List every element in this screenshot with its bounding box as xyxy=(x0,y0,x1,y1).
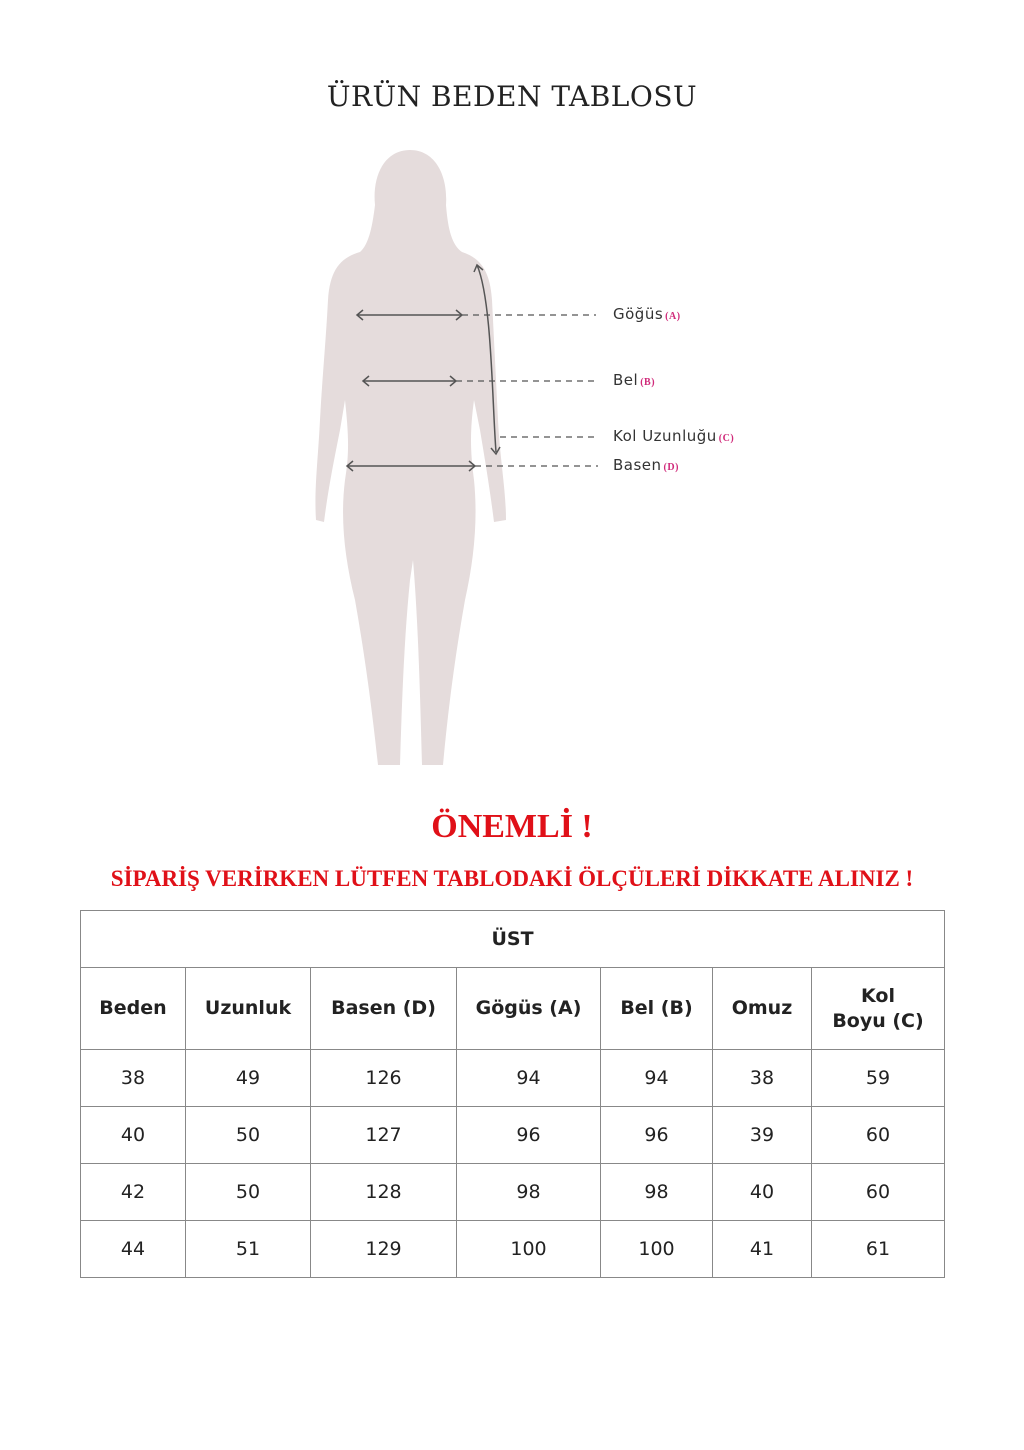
table-cell: 60 xyxy=(811,1106,945,1164)
label-basen: Basen (D) xyxy=(613,456,679,474)
table-cell: 98 xyxy=(600,1163,713,1221)
label-code: (C) xyxy=(718,433,735,444)
body-silhouette xyxy=(315,150,506,765)
table-row: 44 51 129 100 100 41 61 xyxy=(80,1220,945,1278)
header-cell: Bel (B) xyxy=(600,967,713,1050)
table-cell: 98 xyxy=(456,1163,601,1221)
table-cell: 128 xyxy=(310,1163,457,1221)
table-cell: 96 xyxy=(456,1106,601,1164)
table-cell: 40 xyxy=(712,1163,812,1221)
warning-text: SİPARİŞ VERİRKEN LÜTFEN TABLODAKİ ÖLÇÜLE… xyxy=(110,866,914,891)
size-table: ÜST Beden Uzunluk Basen (D) Gögüs (A) Be… xyxy=(80,910,945,1278)
table-cell: 50 xyxy=(185,1163,311,1221)
header-cell: Omuz xyxy=(712,967,812,1050)
table-cell: 127 xyxy=(310,1106,457,1164)
table-cell: 49 xyxy=(185,1049,311,1107)
table-cell: 60 xyxy=(811,1163,945,1221)
header-cell: Kol Boyu (C) xyxy=(811,967,945,1050)
table-cell: 94 xyxy=(456,1049,601,1107)
table-cell: 59 xyxy=(811,1049,945,1107)
label-name: Göğüs xyxy=(613,305,664,323)
page-title: ÜRÜN BEDEN TABLOSU xyxy=(326,80,698,113)
leader-lines xyxy=(456,314,598,467)
table-cell: 40 xyxy=(80,1106,186,1164)
table-cell: 42 xyxy=(80,1163,186,1221)
table-cell: 61 xyxy=(811,1220,945,1278)
table-row: 40 50 127 96 96 39 60 xyxy=(80,1106,945,1164)
table-cell: 39 xyxy=(712,1106,812,1164)
table-cell: 129 xyxy=(310,1220,457,1278)
table-cell: 51 xyxy=(185,1220,311,1278)
table-cell: 126 xyxy=(310,1049,457,1107)
label-kol-uzunlugu: Kol Uzunluğu (C) xyxy=(613,427,734,445)
table-cell: 41 xyxy=(712,1220,812,1278)
table-cell: 38 xyxy=(80,1049,186,1107)
table-row: 38 49 126 94 94 38 59 xyxy=(80,1049,945,1107)
table-header-row: Beden Uzunluk Basen (D) Gögüs (A) Bel (B… xyxy=(80,967,945,1050)
table-row: 42 50 128 98 98 40 60 xyxy=(80,1163,945,1221)
table-caption: ÜST xyxy=(80,910,945,968)
label-gogus: Göğüs (A) xyxy=(613,305,681,323)
table-cell: 94 xyxy=(600,1049,713,1107)
header-cell: Beden xyxy=(80,967,186,1050)
label-name: Bel xyxy=(613,371,639,389)
table-cell: 96 xyxy=(600,1106,713,1164)
header-cell: Uzunluk xyxy=(185,967,311,1050)
table-cell: 100 xyxy=(456,1220,601,1278)
table-cell: 50 xyxy=(185,1106,311,1164)
table-cell: 100 xyxy=(600,1220,713,1278)
table-cell: 44 xyxy=(80,1220,186,1278)
header-cell: Basen (D) xyxy=(310,967,457,1050)
label-name: Basen xyxy=(613,456,662,474)
label-code: (D) xyxy=(663,462,679,473)
table-cell: 38 xyxy=(712,1049,812,1107)
important-heading: ÖNEMLİ ! xyxy=(431,808,593,845)
label-code: (B) xyxy=(640,377,656,388)
label-name: Kol Uzunluğu xyxy=(613,427,717,445)
label-code: (A) xyxy=(665,311,681,322)
header-cell: Gögüs (A) xyxy=(456,967,601,1050)
body-silhouette-diagram xyxy=(315,150,598,765)
label-bel: Bel (B) xyxy=(613,371,655,389)
